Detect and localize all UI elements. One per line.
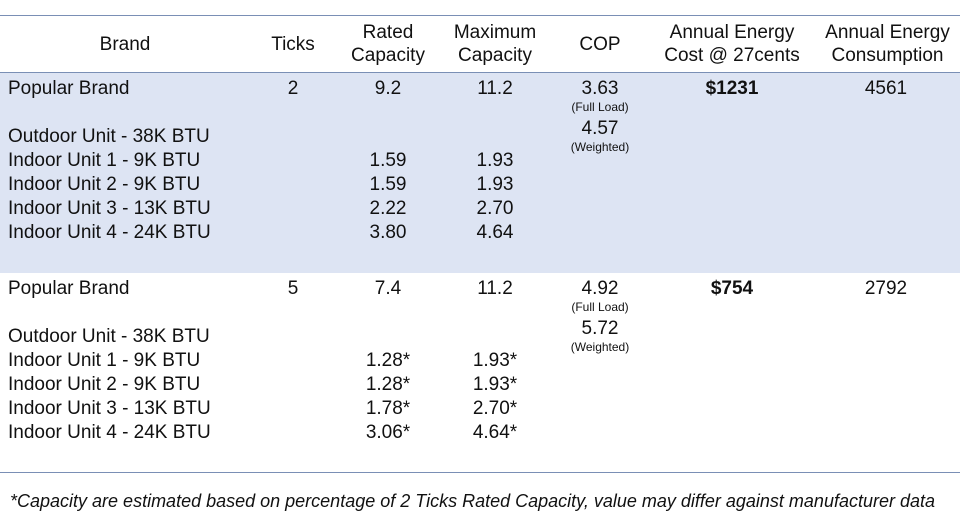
header-rule: [0, 72, 960, 73]
table-header: Brand Ticks Rated Capacity Maximum Capac…: [0, 16, 960, 72]
annual-cost-cell: $754: [710, 278, 754, 299]
indoor-unit-max: 2.70*: [472, 398, 518, 419]
cop-weighted-label: (Weighted): [570, 340, 630, 354]
cop-full-load-value: 3.63: [581, 78, 619, 99]
header-maximum-line2: Capacity: [458, 45, 532, 66]
maximum-capacity-cell: 11.2: [477, 278, 513, 299]
indoor-unit-rated: 1.59: [369, 174, 407, 195]
cop-full-load-label: (Full Load): [571, 100, 629, 114]
indoor-unit-name: Indoor Unit 2 - 9K BTU: [8, 174, 201, 195]
outdoor-unit-label: Outdoor Unit - 38K BTU: [8, 126, 210, 147]
cop-weighted-value: 4.57: [581, 118, 619, 139]
indoor-unit-name: Indoor Unit 4 - 24K BTU: [8, 222, 211, 243]
indoor-unit-max: 2.70: [476, 198, 514, 219]
indoor-unit-rated: 1.59: [369, 150, 407, 171]
indoor-unit-rated: 2.22: [369, 198, 407, 219]
header-ticks-text: Ticks: [271, 33, 315, 55]
rated-capacity-cell: 9.2: [374, 78, 402, 99]
header-ticks: Ticks: [253, 16, 333, 72]
header-cop-text: COP: [579, 33, 621, 55]
header-rated-line2: Capacity: [351, 45, 425, 66]
header-consumption-line1: Annual Energy: [825, 22, 950, 43]
indoor-unit-name: Indoor Unit 3 - 13K BTU: [8, 398, 211, 419]
header-maximum-line1: Maximum: [453, 22, 537, 43]
indoor-unit-rated: 1.78*: [365, 398, 411, 419]
cop-weighted-value: 5.72: [581, 318, 619, 339]
header-cost-line1: Annual Energy: [669, 22, 795, 43]
cop-full-load-value: 4.92: [581, 278, 619, 299]
indoor-unit-name: Indoor Unit 1 - 9K BTU: [8, 350, 201, 371]
header-rated-capacity: Rated Capacity: [338, 16, 438, 72]
header-cop: COP: [560, 16, 640, 72]
footnote: *Capacity are estimated based on percent…: [10, 491, 936, 511]
brand-cell: Popular Brand: [8, 278, 130, 299]
header-cost-line2: Cost @ 27cents: [664, 45, 800, 66]
header-brand: Brand: [45, 16, 205, 72]
indoor-unit-name: Indoor Unit 4 - 24K BTU: [8, 422, 211, 443]
indoor-unit-max: 1.93: [476, 150, 514, 171]
outdoor-unit-label: Outdoor Unit - 38K BTU: [8, 326, 210, 347]
indoor-unit-name: Indoor Unit 1 - 9K BTU: [8, 150, 201, 171]
indoor-unit-name: Indoor Unit 3 - 13K BTU: [8, 198, 211, 219]
indoor-unit-max: 1.93*: [472, 374, 518, 395]
indoor-unit-name: Indoor Unit 2 - 9K BTU: [8, 374, 201, 395]
annual-consumption-cell: 2792: [864, 278, 908, 299]
table-group-5-ticks: Popular Brand 5 7.4 11.2 4.92 (Full Load…: [0, 273, 960, 473]
bottom-rule: [0, 472, 960, 473]
brand-cell: Popular Brand: [8, 78, 130, 99]
table-group-2-ticks: Popular Brand 2 9.2 11.2 3.63 (Full Load…: [0, 73, 960, 273]
ticks-cell: 5: [287, 278, 299, 299]
header-maximum-capacity: Maximum Capacity: [440, 16, 550, 72]
indoor-unit-rated: 1.28*: [365, 350, 411, 371]
header-annual-energy-consumption: Annual Energy Consumption: [815, 16, 960, 72]
maximum-capacity-cell: 11.2: [477, 78, 513, 99]
indoor-unit-rated: 3.06*: [365, 422, 411, 443]
ticks-cell: 2: [287, 78, 299, 99]
cop-weighted-label: (Weighted): [570, 140, 630, 154]
header-brand-text: Brand: [99, 33, 151, 55]
indoor-unit-rated: 1.28*: [365, 374, 411, 395]
indoor-unit-rated: 3.80: [369, 222, 407, 243]
top-rule: [0, 15, 960, 16]
header-consumption-line2: Consumption: [831, 45, 944, 66]
rated-capacity-cell: 7.4: [374, 278, 402, 299]
indoor-unit-max: 1.93*: [472, 350, 518, 371]
annual-consumption-cell: 4561: [864, 78, 908, 99]
annual-cost-cell: $1231: [705, 78, 759, 99]
header-annual-energy-cost: Annual Energy Cost @ 27cents: [652, 16, 812, 72]
header-rated-line1: Rated: [362, 22, 414, 43]
indoor-unit-max: 4.64: [476, 222, 514, 243]
indoor-unit-max: 4.64*: [472, 422, 518, 443]
indoor-unit-max: 1.93: [476, 174, 514, 195]
cop-full-load-label: (Full Load): [571, 300, 629, 314]
